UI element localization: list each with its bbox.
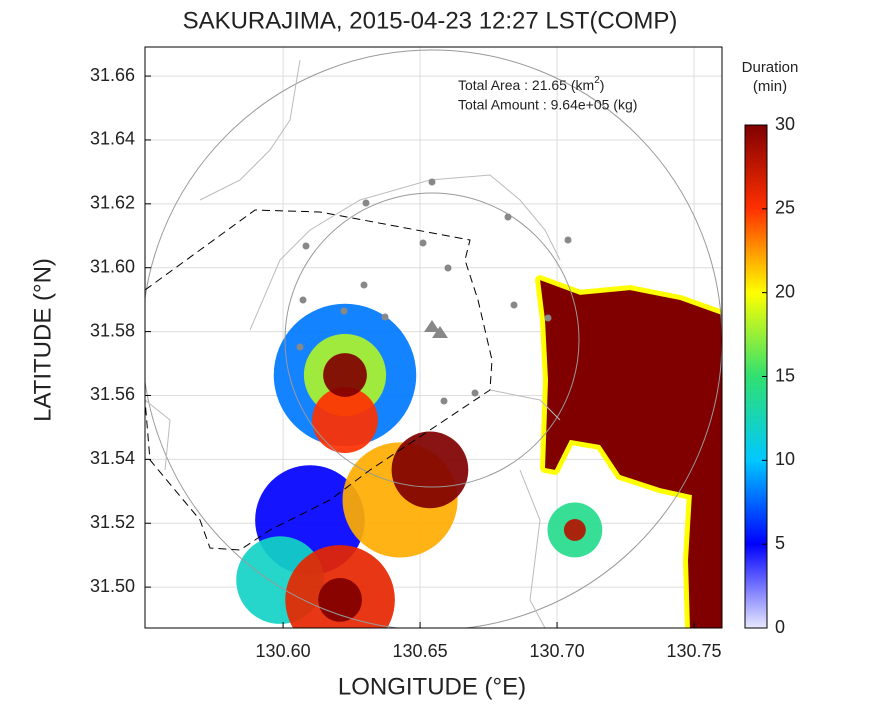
annotation-text: ) <box>600 77 605 93</box>
echo-layer <box>236 275 722 628</box>
y-axis-label: LATITUDE (°N) <box>29 258 56 422</box>
station <box>564 236 572 244</box>
station <box>362 199 370 207</box>
station <box>360 281 368 289</box>
y-tick-label: 31.60 <box>90 256 135 276</box>
station <box>440 397 448 405</box>
x-tick-label: 130.60 <box>256 641 311 661</box>
y-tick-label: 31.66 <box>90 65 135 85</box>
y-tick-label: 31.56 <box>90 384 135 404</box>
y-tick-label: 31.52 <box>90 512 135 532</box>
station <box>296 343 304 351</box>
x-tick-label: 130.75 <box>667 641 722 661</box>
colorbar-tick-label: 10 <box>775 449 795 469</box>
annotation-text: Total Area : 21.65 (km <box>458 77 594 93</box>
range-ring <box>284 192 580 488</box>
station <box>419 239 427 247</box>
station <box>381 313 389 321</box>
annotation: Total Amount : 9.64e+05 (kg) <box>458 97 637 113</box>
station <box>544 314 552 322</box>
colorbar-tick-label: 30 <box>775 114 795 134</box>
station <box>504 213 512 221</box>
plot-frame <box>144 46 723 629</box>
y-tick-label: 31.58 <box>90 320 135 340</box>
colorbar-title: Duration <box>742 59 799 76</box>
annotation-sup: 2 <box>594 75 600 86</box>
echo-region <box>540 280 722 628</box>
station <box>471 389 479 397</box>
station <box>302 242 310 250</box>
colorbar-tick-label: 15 <box>775 365 795 385</box>
annotation: Total Area : 21.65 (km2) <box>458 75 604 93</box>
station <box>510 301 518 309</box>
station <box>444 264 452 272</box>
y-tick-label: 31.62 <box>90 193 135 213</box>
colorbar: 0 5 10 15 20 25 30 <box>744 114 795 637</box>
y-tick-label: 31.50 <box>90 576 135 596</box>
x-axis-label: LONGITUDE (°E) <box>338 673 526 700</box>
volcano <box>424 320 448 338</box>
echo-cell <box>312 387 378 453</box>
echo-cell <box>563 518 586 541</box>
y-tick-label: 31.54 <box>90 448 135 468</box>
range-ring <box>145 49 722 628</box>
chart-title: SAKURAJIMA, 2015-04-23 12:27 LST(COMP) <box>183 7 678 34</box>
station <box>340 307 348 315</box>
colorbar-tick-label: 20 <box>775 281 795 301</box>
x-tick-label: 130.65 <box>393 641 448 661</box>
colorbar-tick-label: 0 <box>775 617 785 637</box>
station <box>428 178 436 186</box>
x-tick-label: 130.70 <box>530 641 585 661</box>
colorbar-title: (min) <box>753 78 787 95</box>
colorbar-tick-label: 25 <box>775 198 795 218</box>
markers <box>296 178 572 405</box>
echo-cell <box>323 353 367 397</box>
echo-cell <box>391 431 469 509</box>
station <box>299 296 307 304</box>
colorbar-tick-label: 5 <box>775 533 785 553</box>
y-tick-label: 31.64 <box>90 129 135 149</box>
